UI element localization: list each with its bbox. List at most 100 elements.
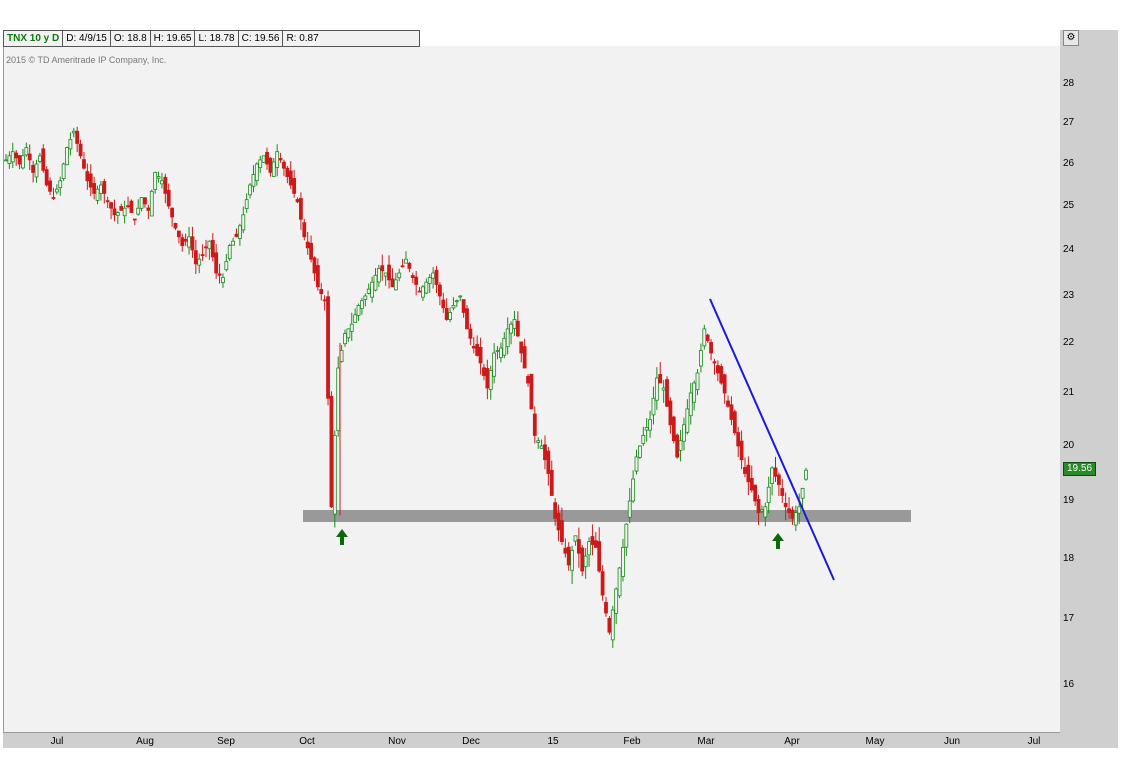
candle	[736, 427, 741, 458]
candle	[288, 161, 293, 190]
candle	[546, 446, 551, 486]
copyright-text: 2015 © TD Ameritrade IP Company, Inc.	[6, 55, 167, 65]
candle-body	[499, 347, 503, 359]
candle	[410, 272, 415, 284]
candle	[197, 253, 202, 274]
candle	[783, 492, 788, 521]
candle-body	[621, 547, 625, 577]
candle-body	[685, 408, 690, 433]
candle-body	[593, 540, 598, 548]
candle-body	[387, 264, 391, 281]
candle-body	[224, 261, 229, 271]
candle	[539, 439, 544, 449]
candle	[797, 493, 802, 524]
candle	[244, 193, 249, 213]
candle	[421, 285, 425, 302]
candle	[729, 396, 734, 426]
y-tick-label: 25	[1063, 200, 1075, 211]
candle-body	[797, 506, 802, 514]
candle-body	[661, 387, 666, 391]
candle	[685, 399, 690, 435]
candle	[312, 256, 317, 282]
candle-body	[580, 547, 585, 572]
chart-tools-icon[interactable]: ⚙	[1063, 30, 1079, 46]
candle	[424, 278, 429, 295]
candle	[414, 271, 419, 296]
candle-body	[322, 299, 327, 302]
candle-body	[763, 506, 768, 518]
candle-body	[112, 208, 117, 216]
y-tick-label: 23	[1063, 290, 1075, 301]
candle-body	[407, 262, 412, 269]
candle	[634, 449, 639, 475]
y-tick-label: 18	[1063, 553, 1075, 564]
candle	[563, 538, 568, 558]
y-tick-label: 24	[1063, 244, 1075, 255]
candle-body	[17, 155, 22, 165]
candle-body	[234, 233, 239, 238]
candle-body	[434, 269, 439, 285]
candle-body	[424, 281, 429, 294]
candle-body	[668, 400, 673, 426]
candle-body	[634, 456, 639, 472]
candle	[746, 456, 751, 496]
candle-body	[7, 155, 12, 164]
candle	[566, 542, 571, 571]
candle-body	[241, 214, 246, 231]
candle-body	[95, 188, 100, 201]
candle	[234, 228, 239, 238]
candle-body	[376, 267, 381, 283]
candle-body	[573, 535, 578, 542]
candle-body	[315, 265, 320, 288]
candle	[258, 155, 263, 174]
candle	[332, 430, 337, 528]
x-tick-label: Oct	[299, 736, 315, 747]
candle-body	[468, 328, 473, 339]
candle-body	[251, 174, 256, 187]
candle	[78, 139, 83, 159]
candle	[14, 150, 19, 166]
candle-body	[705, 334, 710, 342]
low-label: L: 18.78	[195, 30, 239, 47]
candle-body	[458, 295, 463, 298]
candle-body	[536, 440, 541, 443]
candle	[695, 369, 700, 396]
candle	[593, 532, 598, 549]
candle	[112, 199, 117, 222]
candle	[376, 264, 381, 287]
candle	[444, 298, 449, 321]
candle-body	[461, 299, 466, 313]
candle	[170, 207, 175, 227]
candle	[370, 276, 375, 303]
candle	[512, 311, 517, 336]
high-label: H: 19.65	[150, 30, 196, 47]
candle-body	[488, 370, 493, 390]
candle	[499, 342, 503, 363]
symbol-label[interactable]: TNX 10 y D	[3, 30, 64, 47]
candle-body	[302, 222, 307, 238]
candle	[119, 203, 124, 211]
candle-body	[695, 372, 700, 391]
time-axis-panel	[3, 733, 1118, 748]
candle-body	[790, 509, 795, 519]
candle-body	[143, 197, 147, 205]
candle-body	[610, 609, 615, 641]
candle	[400, 258, 405, 268]
candle-body	[722, 374, 727, 394]
candle	[360, 297, 364, 315]
candle-body	[675, 434, 680, 458]
candle	[353, 308, 358, 323]
candle	[373, 268, 378, 292]
candle-body	[265, 151, 269, 165]
candle	[309, 235, 313, 263]
candle	[668, 397, 673, 434]
candle	[434, 266, 439, 294]
candle	[587, 537, 591, 567]
candle	[254, 162, 259, 186]
candle	[115, 211, 120, 225]
candle	[231, 237, 236, 246]
candle-body	[451, 304, 456, 309]
price-axis-panel	[1060, 30, 1118, 748]
candle-body	[678, 440, 683, 451]
candle	[268, 157, 273, 177]
